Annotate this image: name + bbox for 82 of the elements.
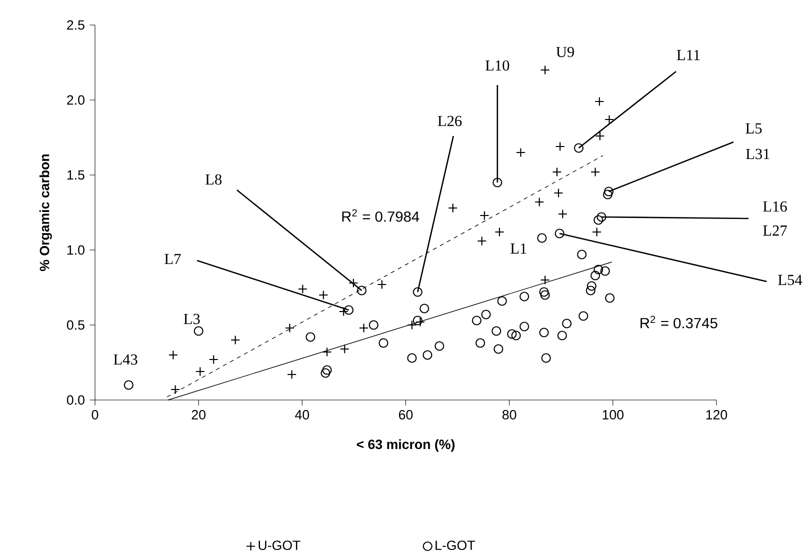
annotation: L5 xyxy=(746,123,762,134)
point xyxy=(557,330,567,340)
annotation: L8 xyxy=(206,174,222,185)
x-tick-label: 60 xyxy=(398,410,413,420)
point xyxy=(507,329,517,339)
point xyxy=(412,287,422,297)
point xyxy=(577,250,587,260)
point xyxy=(594,215,604,225)
point xyxy=(481,310,491,320)
point xyxy=(594,264,604,274)
point xyxy=(602,190,613,200)
point xyxy=(600,266,610,276)
y-tick-label: 0.5 xyxy=(66,320,84,330)
point xyxy=(574,143,584,153)
point xyxy=(520,322,530,332)
point xyxy=(537,233,547,243)
point xyxy=(520,292,530,302)
x-tick-label: 40 xyxy=(295,410,310,420)
point xyxy=(554,188,564,198)
point xyxy=(604,186,614,196)
point xyxy=(422,350,432,360)
point xyxy=(194,326,204,336)
point xyxy=(590,270,600,280)
x-tick-label: 80 xyxy=(502,410,516,420)
point xyxy=(586,281,596,291)
x-tick-label: 20 xyxy=(192,410,206,420)
annotation: L1 xyxy=(510,243,526,254)
annotation: L27 xyxy=(763,225,787,236)
x-tick-label: 100 xyxy=(602,410,624,420)
point xyxy=(539,328,549,338)
annotation: U9 xyxy=(556,46,574,58)
point xyxy=(306,332,316,342)
point xyxy=(562,318,572,328)
point xyxy=(494,344,504,354)
x-tick-label: 0 xyxy=(92,410,98,420)
annotation: L31 xyxy=(746,148,770,160)
annotation: L7 xyxy=(164,254,181,264)
annotation: L3 xyxy=(184,314,200,324)
point xyxy=(497,296,507,306)
point xyxy=(541,353,551,363)
y-tick-label: 1.0 xyxy=(67,245,84,255)
annotation: L16 xyxy=(763,201,787,212)
annotation: L43 xyxy=(114,354,138,365)
point xyxy=(368,320,378,330)
point xyxy=(407,353,417,363)
point xyxy=(604,293,615,303)
point xyxy=(320,368,330,378)
point xyxy=(322,365,332,375)
annotation: L10 xyxy=(485,60,510,71)
point xyxy=(492,178,502,188)
point xyxy=(378,338,388,348)
point xyxy=(356,286,367,296)
point xyxy=(322,347,332,357)
point xyxy=(412,316,422,326)
point xyxy=(554,228,564,238)
point xyxy=(344,305,354,315)
point xyxy=(539,287,549,297)
point xyxy=(420,304,430,314)
point xyxy=(578,311,588,321)
point xyxy=(540,290,550,300)
x-axis-title: < 63 micron (%) xyxy=(356,439,455,452)
annotation: R$^{2}$ = 0.3745 xyxy=(640,316,718,328)
legend-label: L-GOT xyxy=(436,540,475,550)
point xyxy=(472,316,482,326)
point xyxy=(124,380,134,390)
annotation: L11 xyxy=(676,50,700,60)
y-axis-title: % Orgamic carbon xyxy=(39,154,52,272)
y-tick-label: 2.5 xyxy=(67,20,84,30)
point xyxy=(586,286,596,296)
x-tick-label: 120 xyxy=(706,410,728,420)
point xyxy=(511,330,521,340)
legend-label: U-GOT xyxy=(258,540,300,550)
annotation: L26 xyxy=(438,116,462,126)
y-tick-label: 0.0 xyxy=(66,395,84,405)
point xyxy=(476,338,486,348)
point xyxy=(596,212,606,222)
annotation: R$^{2}$ = 0.7984 xyxy=(342,209,420,222)
point xyxy=(434,341,444,351)
y-tick-label: 1.5 xyxy=(67,170,84,180)
y-tick-label: 2.0 xyxy=(67,95,84,105)
annotation: L54 xyxy=(778,274,802,286)
point xyxy=(492,326,502,336)
